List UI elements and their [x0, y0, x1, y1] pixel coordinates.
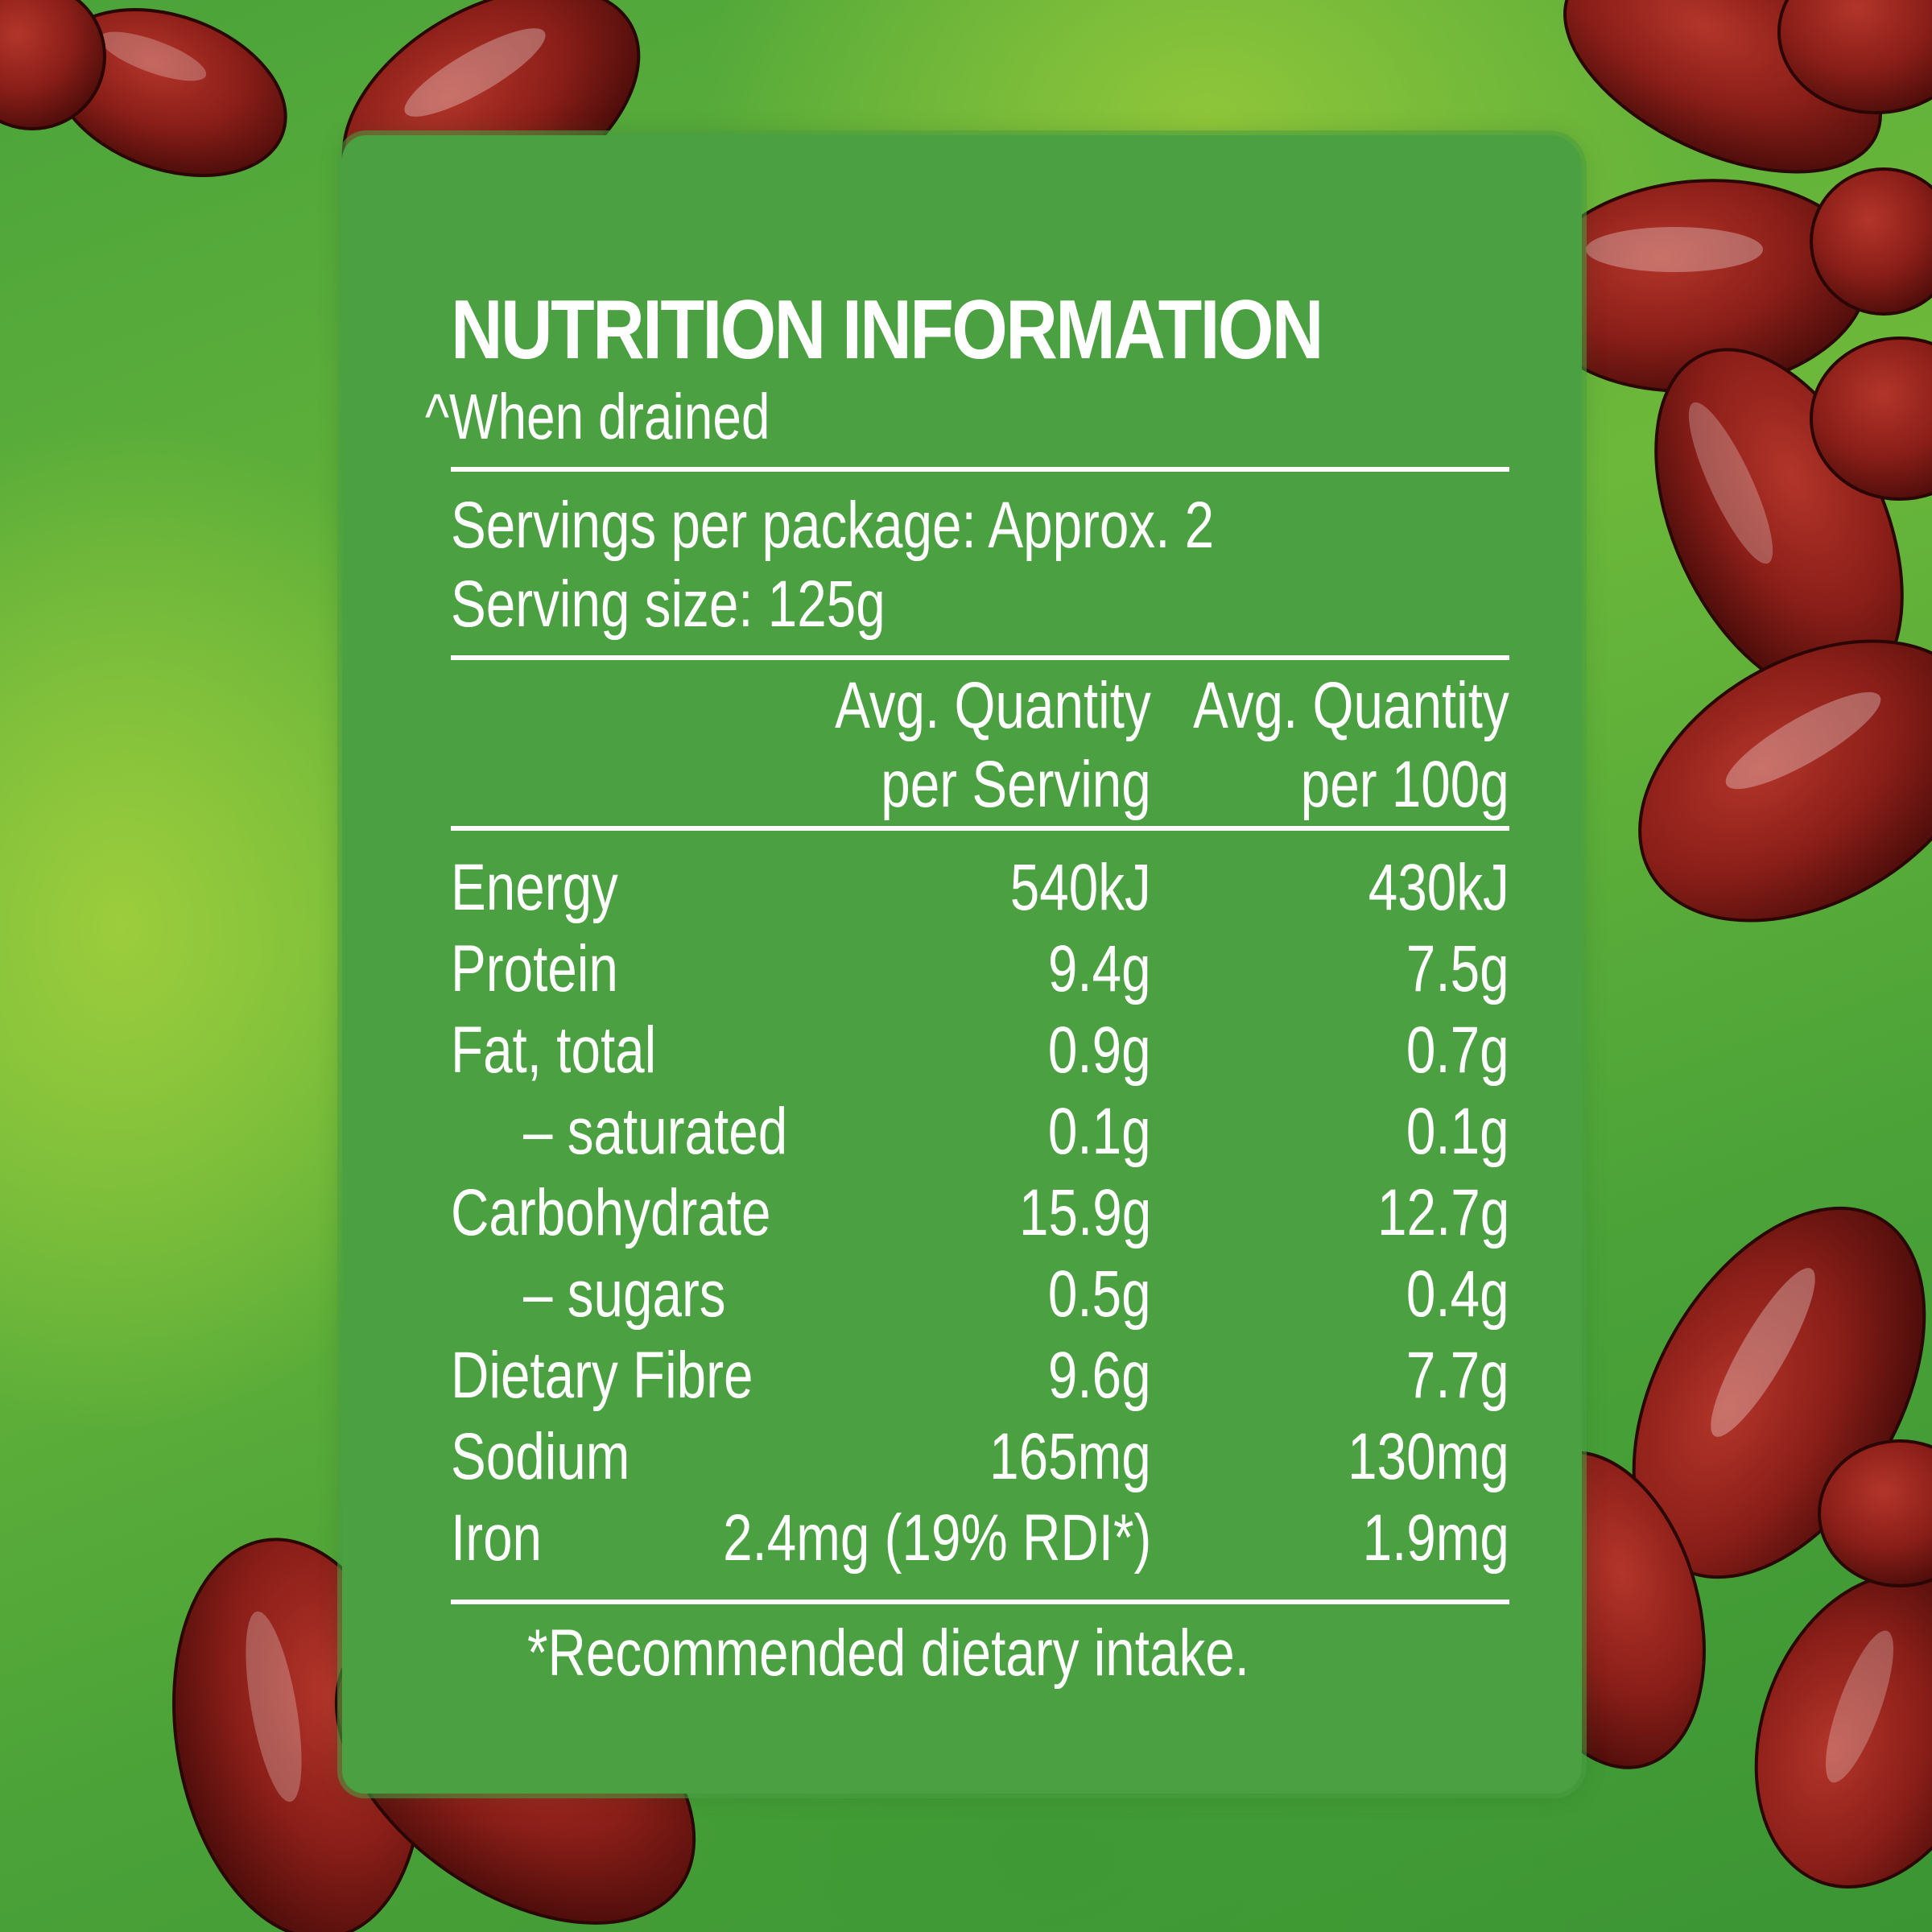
- column-header-per-100g: Avg. Quantity per 100g: [1193, 667, 1509, 824]
- per-serving-value: 9.4g: [1048, 932, 1151, 1005]
- nutrition-label: NUTRITION INFORMATION ^When drained Serv…: [425, 282, 1509, 1693]
- table-row: – sugars 0.5g 0.4g: [451, 1255, 1509, 1336]
- table-row: Fat, total 0.9g 0.7g: [451, 1011, 1509, 1092]
- divider: [451, 655, 1509, 660]
- label-title: NUTRITION INFORMATION: [451, 283, 1323, 377]
- per-serving-value: 15.9g: [1018, 1176, 1151, 1249]
- table-row: Energy 540kJ 430kJ: [451, 848, 1509, 930]
- column-header-line: per 100g: [1301, 748, 1509, 821]
- label-subtitle: ^When drained: [425, 381, 770, 452]
- nutrient-name: Iron: [451, 1501, 543, 1575]
- per-serving-value: 165mg: [989, 1420, 1151, 1493]
- bean: [1754, 1573, 1932, 1889]
- per-100g-value: 0.4g: [1406, 1257, 1509, 1331]
- servings-per-package: Servings per package: Approx. 2: [451, 489, 1215, 562]
- column-headers: Avg. Quantity per Serving Avg. Quantity …: [451, 660, 1509, 821]
- per-100g-value: 130mg: [1348, 1420, 1509, 1493]
- per-100g-value: 430kJ: [1368, 851, 1509, 924]
- nutrient-name: Fat, total: [451, 1013, 657, 1087]
- column-header-line: Avg. Quantity: [1193, 669, 1509, 742]
- bean: [51, 8, 287, 177]
- divider: [451, 826, 1509, 831]
- bean: [1810, 167, 1932, 316]
- per-serving-value: 0.1g: [1048, 1095, 1151, 1168]
- footnote: *Recommended dietary intake.: [527, 1616, 1250, 1690]
- nutrient-name: – sugars: [523, 1257, 726, 1331]
- nutrient-table: Energy 540kJ 430kJ Protein 9.4g 7.5g Fat…: [451, 848, 1509, 1580]
- per-100g-value: 1.9mg: [1362, 1501, 1509, 1575]
- nutrient-name: Sodium: [451, 1420, 630, 1493]
- per-100g-value: 7.5g: [1406, 932, 1509, 1005]
- column-header-per-serving: Avg. Quantity per Serving: [835, 667, 1151, 824]
- bean: [1818, 1439, 1932, 1587]
- bean: [1810, 336, 1932, 501]
- bean: [0, 0, 106, 130]
- bean: [1638, 639, 1932, 923]
- table-row: Protein 9.4g 7.5g: [451, 930, 1509, 1011]
- serving-size: Serving size: 125g: [451, 568, 886, 641]
- per-100g-value: 0.1g: [1406, 1095, 1509, 1168]
- per-100g-value: 12.7g: [1377, 1176, 1509, 1249]
- table-row: Carbohydrate 15.9g 12.7g: [451, 1174, 1509, 1255]
- nutrient-name: – saturated: [523, 1095, 788, 1168]
- table-row: Dietary Fibre 9.6g 7.7g: [451, 1336, 1509, 1418]
- per-100g-value: 7.7g: [1406, 1339, 1509, 1412]
- nutrition-panel: [342, 135, 1582, 1794]
- per-serving-value: 540kJ: [1009, 851, 1151, 924]
- divider: [451, 467, 1509, 472]
- per-serving-value: 2.4mg (19% RDI*): [722, 1501, 1151, 1575]
- table-row: Sodium 165mg 130mg: [451, 1418, 1509, 1499]
- nutrient-name: Protein: [451, 932, 618, 1005]
- column-header-line: per Serving: [881, 748, 1151, 821]
- nutrient-name: Dietary Fibre: [451, 1339, 753, 1412]
- per-serving-value: 0.5g: [1048, 1257, 1151, 1331]
- per-serving-value: 9.6g: [1048, 1339, 1151, 1412]
- nutrient-name: Energy: [451, 851, 618, 924]
- bean: [1777, 0, 1932, 114]
- per-100g-value: 0.7g: [1406, 1013, 1509, 1087]
- per-serving-value: 0.9g: [1048, 1013, 1151, 1087]
- divider: [451, 1600, 1509, 1604]
- column-header-line: Avg. Quantity: [835, 669, 1151, 742]
- table-row: Iron 2.4mg (19% RDI*) 1.9mg: [451, 1499, 1509, 1580]
- serving-info: Servings per package: Approx. 2 Serving …: [451, 486, 1509, 644]
- nutrient-name: Carbohydrate: [451, 1176, 771, 1249]
- table-row: – saturated 0.1g 0.1g: [451, 1092, 1509, 1174]
